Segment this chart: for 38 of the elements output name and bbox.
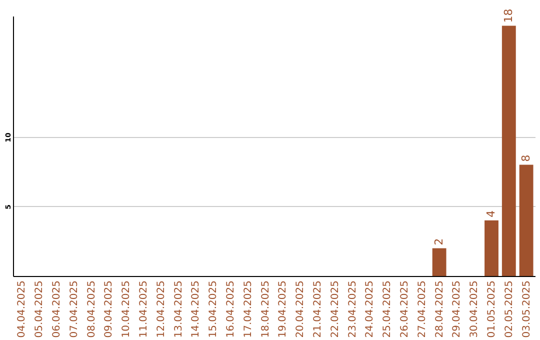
data-label: 8 (519, 154, 532, 162)
data-label: 2 (432, 238, 446, 246)
x-tick-label: 29.04.2025 (452, 280, 463, 338)
x-tick-label: 12.04.2025 (156, 280, 167, 338)
bar (502, 26, 516, 276)
x-tick-label: 20.04.2025 (295, 280, 306, 338)
x-tick-label: 28.04.2025 (434, 280, 446, 338)
x-tick-label: 01.05.2025 (486, 280, 498, 338)
x-tick-label: 13.04.2025 (173, 280, 184, 338)
x-tick-label: 21.04.2025 (312, 280, 324, 338)
x-tick-label: 26.04.2025 (400, 280, 410, 338)
x-tick-label: 27.04.2025 (416, 280, 428, 338)
bar (519, 164, 534, 276)
x-tick-label: 19.04.2025 (278, 280, 289, 338)
x-tick-label: 05.04.2025 (34, 280, 46, 338)
x-tick-label: 07.04.2025 (68, 280, 80, 338)
x-tick-label: 11.04.2025 (138, 280, 150, 338)
x-tick-label: 10.04.2025 (121, 280, 132, 338)
x-tick-label: 25.04.2025 (382, 280, 394, 338)
x-tick-label: 08.04.2025 (86, 280, 98, 338)
x-tick-label: 17.04.2025 (242, 280, 254, 338)
x-tick-label: 09.04.2025 (104, 280, 115, 338)
x-tick-label: 02.05.2025 (504, 280, 515, 338)
x-tick-label: 22.04.2025 (330, 280, 341, 338)
x-tick-label: 24.04.2025 (364, 280, 376, 338)
bar (432, 248, 446, 276)
x-tick-label: 23.04.2025 (347, 280, 358, 338)
x-tick-label: 04.04.2025 (16, 280, 28, 338)
bar (484, 220, 498, 276)
x-tick-label: 06.04.2025 (52, 280, 62, 338)
data-label: 4 (484, 210, 498, 218)
x-tick-label: 18.04.2025 (260, 280, 272, 338)
x-tick-label: 14.04.2025 (190, 280, 202, 338)
x-tick-label: 15.04.2025 (208, 280, 220, 338)
x-tick-label: 03.05.2025 (521, 280, 532, 338)
x-tick-label: 30.04.2025 (469, 280, 480, 338)
x-tick-label: 16.04.2025 (226, 280, 236, 338)
data-label: 18 (502, 8, 515, 23)
